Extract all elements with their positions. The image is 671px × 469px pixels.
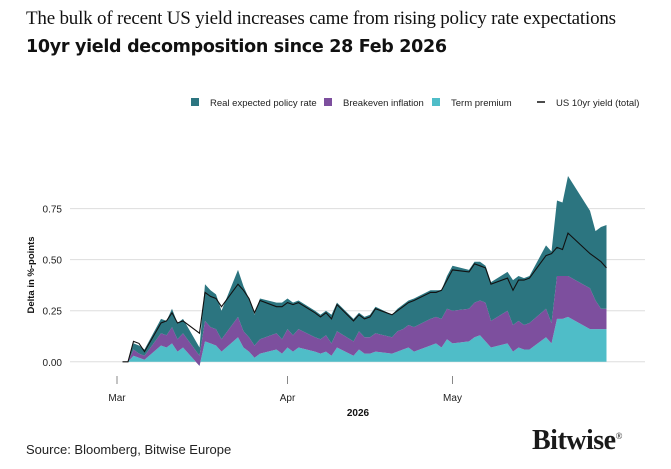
total-line-group xyxy=(122,232,607,363)
y-tick-label: 0.00 xyxy=(43,358,63,369)
legend-label: US 10yr yield (total) xyxy=(556,98,639,109)
x-tick-label: May xyxy=(443,393,462,404)
stacked-areas xyxy=(122,176,607,366)
headline: The bulk of recent US yield increases ca… xyxy=(26,8,616,29)
area-real-expected-policy-rate xyxy=(122,176,607,362)
legend-swatch xyxy=(324,98,332,106)
legend-swatch xyxy=(432,98,440,106)
chart-title: 10yr yield decomposition since 28 Feb 20… xyxy=(26,37,447,57)
source-note: Source: Bloomberg, Bitwise Europe xyxy=(26,442,232,457)
area-term-premium xyxy=(122,316,607,366)
legend-label: Breakeven inflation xyxy=(343,98,424,109)
x-axis-label: 2026 xyxy=(347,408,370,419)
legend-swatch xyxy=(191,98,199,106)
area-breakeven-inflation xyxy=(122,276,607,366)
bitwise-logo: Bitwise® xyxy=(532,425,622,457)
axes: 0.00 0.25 0.50 0.75 Delta in %-points Mar Apr M… xyxy=(26,205,462,419)
y-tick-label: 0.25 xyxy=(43,307,63,318)
x-tick-label: Mar xyxy=(108,393,126,404)
y-axis-label: Delta in %-points xyxy=(26,236,37,313)
chart: Real expected policy rate Breakeven infla… xyxy=(26,98,645,419)
legend: Real expected policy rate Breakeven infla… xyxy=(191,98,639,109)
y-tick-label: 0.75 xyxy=(43,205,63,216)
total-yield-line xyxy=(122,232,607,363)
legend-label: Real expected policy rate xyxy=(210,98,317,109)
logo-text: Bitwise xyxy=(532,425,616,456)
legend-label: Term premium xyxy=(451,98,512,109)
x-tick-label: Apr xyxy=(280,393,296,404)
registered-mark: ® xyxy=(615,431,623,441)
y-tick-label: 0.50 xyxy=(43,256,63,267)
